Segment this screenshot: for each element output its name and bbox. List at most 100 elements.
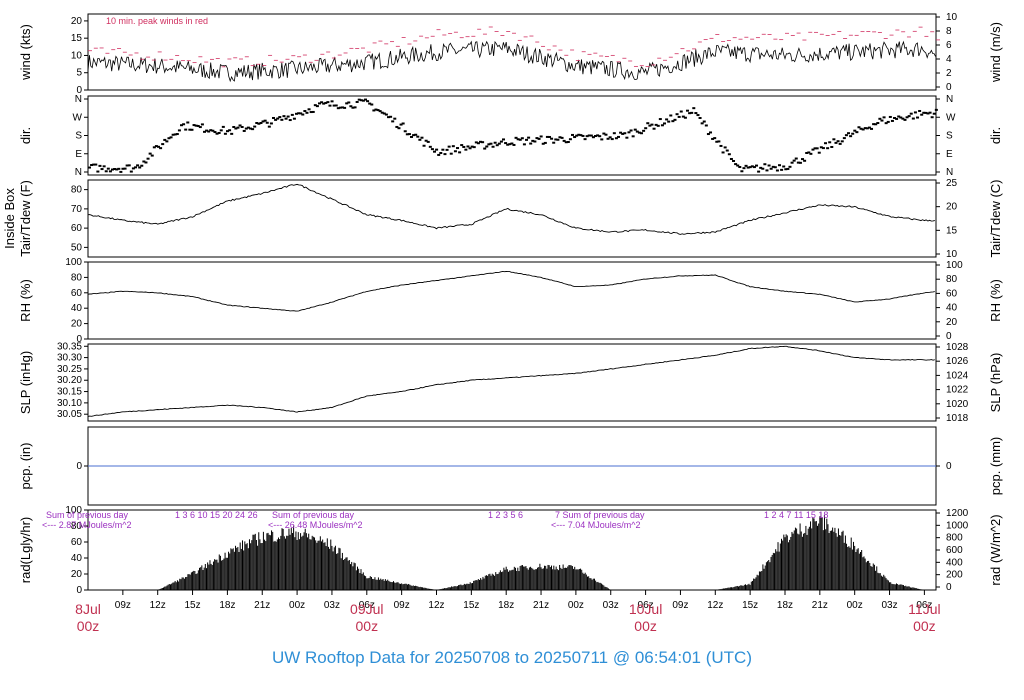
panel-rh-frame	[87, 261, 937, 340]
dir-point	[525, 138, 529, 141]
dir-point	[115, 168, 119, 171]
dir-point	[341, 106, 345, 109]
dir-point	[882, 116, 886, 119]
dir-point	[194, 124, 198, 127]
dir-point	[715, 140, 719, 143]
dir-point	[648, 124, 652, 127]
wind-ticklabel-right: 4	[946, 54, 952, 65]
dir-point	[215, 132, 219, 135]
dir-point	[583, 138, 587, 141]
dir-point	[504, 142, 508, 145]
dir-point	[259, 122, 263, 125]
slp-ticklabel-left: 30.15	[57, 387, 82, 398]
dir-point	[198, 126, 202, 129]
dir-point	[901, 117, 905, 120]
dir-point	[769, 167, 773, 170]
dir-point	[445, 148, 449, 151]
dir-point	[748, 166, 752, 169]
dir-point	[407, 133, 411, 136]
time-ticklabel: 18z	[498, 600, 514, 611]
rad-ticklabel-right: 1000	[946, 520, 969, 531]
dir-point	[554, 138, 558, 141]
dir-point	[930, 116, 934, 119]
dir-point	[104, 170, 108, 173]
dir-point	[441, 148, 445, 151]
time-ticklabel: 18z	[777, 600, 793, 611]
rad-annotation-hours: 1 2 4 7 11 15 18	[764, 510, 828, 520]
dir-point	[205, 129, 209, 132]
dir-point	[844, 134, 848, 137]
dir-point	[150, 154, 154, 157]
dir-ticklabel-left: S	[75, 131, 82, 142]
dir-point	[834, 141, 838, 144]
dir-point	[267, 125, 271, 128]
wind-ticklabel-right: 2	[946, 68, 952, 79]
dir-point	[395, 125, 399, 128]
dir-point	[506, 143, 510, 146]
dir-point	[775, 169, 779, 172]
rh-ticklabel-left: 20	[71, 319, 83, 330]
dir-point	[376, 109, 380, 112]
dir-point	[719, 144, 723, 147]
dir-point	[226, 130, 230, 133]
dir-point	[92, 163, 96, 166]
dir-point	[721, 151, 725, 154]
dir-point	[654, 123, 658, 126]
dir-point	[221, 125, 225, 128]
dir-point	[635, 130, 639, 133]
dir-point	[491, 145, 495, 148]
dir-point	[433, 150, 437, 153]
dir-point	[573, 136, 577, 139]
tair-ticklabel-right: 25	[946, 178, 958, 189]
dir-point	[539, 135, 543, 138]
dir-point	[255, 121, 259, 124]
dir-point	[840, 140, 844, 143]
dir-point	[177, 129, 181, 132]
dir-point	[587, 134, 591, 137]
dir-point	[113, 168, 117, 171]
dir-point	[740, 170, 744, 173]
dir-point	[819, 146, 823, 149]
rad-annotation-sum: <--- 26.48 MJoules/m^2	[268, 520, 363, 530]
dir-point	[309, 111, 313, 114]
dir-point	[669, 114, 673, 117]
panel-tair-frame	[87, 179, 937, 258]
dir-point	[263, 119, 267, 122]
dir-point	[108, 170, 112, 173]
dir-point	[313, 104, 317, 107]
dir-ticklabel-left: N	[75, 94, 82, 105]
slp-ylabel-right: SLP (hPa)	[988, 353, 1003, 413]
dir-point	[560, 136, 564, 139]
dir-point	[102, 165, 106, 168]
dir-point	[815, 147, 819, 150]
dir-point	[811, 148, 815, 151]
dir-point	[292, 117, 296, 120]
dir-point	[332, 104, 336, 107]
dir-point	[888, 115, 892, 118]
dir-point	[399, 123, 403, 126]
dir-point	[807, 151, 811, 154]
dir-point	[646, 122, 650, 125]
dir-point	[631, 135, 635, 138]
dir-point	[372, 109, 376, 112]
dir-point	[757, 170, 761, 173]
dir-point	[318, 102, 322, 105]
tair-ticklabel-left: 80	[71, 185, 83, 196]
dir-point	[466, 145, 470, 148]
dir-point	[913, 111, 917, 114]
dir-point	[184, 128, 188, 131]
dir-point	[698, 116, 702, 119]
rh-ylabel-left: RH (%)	[18, 279, 33, 322]
rh-ticklabel-right: 40	[946, 303, 958, 314]
rad-ticklabel-left: 80	[71, 521, 83, 532]
dir-point	[495, 144, 499, 147]
rad-annotation-hours: 1 3 6 10 15 20 24 26	[175, 510, 258, 520]
dir-point	[230, 132, 234, 135]
dir-point	[326, 101, 330, 104]
dir-point	[541, 142, 545, 145]
dir-point	[439, 152, 443, 155]
dir-point	[932, 112, 936, 115]
dir-point	[746, 166, 750, 169]
dir-point	[171, 133, 175, 136]
dir-point	[200, 123, 204, 126]
